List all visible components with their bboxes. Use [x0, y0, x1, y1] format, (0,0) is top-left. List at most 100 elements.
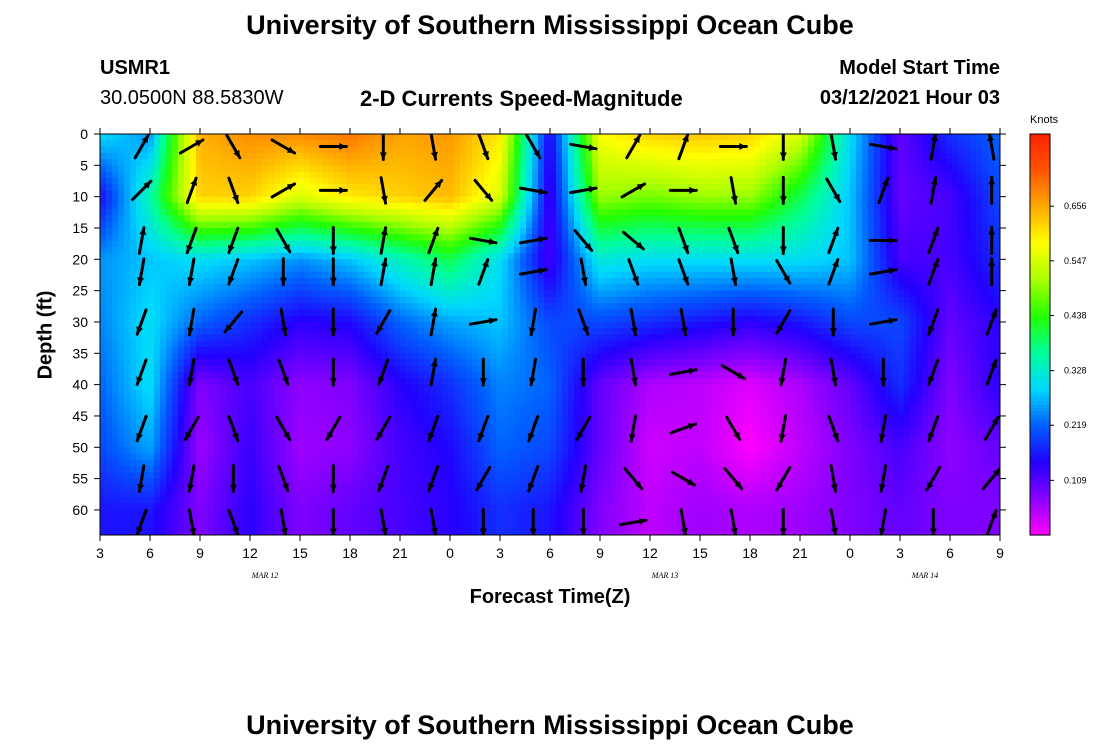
heatmap-cell [346, 284, 353, 292]
heatmap-cell [238, 253, 245, 260]
heatmap-cell [244, 140, 251, 148]
heatmap-cell [844, 271, 851, 279]
heatmap-cell [412, 315, 419, 323]
heatmap-cell [514, 171, 521, 179]
heatmap-cell [868, 221, 875, 229]
heatmap-cell [952, 284, 959, 292]
heatmap-cell [382, 290, 389, 298]
heatmap-cell [124, 296, 131, 304]
heatmap-cell [880, 165, 887, 173]
heatmap-cell [952, 296, 959, 304]
heatmap-cell [550, 202, 557, 210]
heatmap-cell [874, 309, 881, 317]
heatmap-cell [106, 253, 113, 260]
heatmap-cell [226, 334, 233, 342]
heatmap-cell [304, 253, 311, 260]
heatmap-cell [208, 146, 215, 154]
heatmap-cell [940, 209, 947, 217]
heatmap-cell [340, 265, 347, 273]
heatmap-cell [736, 202, 743, 210]
heatmap-cell [262, 240, 269, 248]
heatmap-cell [130, 215, 137, 223]
heatmap-cell [286, 340, 293, 348]
heatmap-cell [172, 290, 179, 298]
heatmap-cell [316, 184, 323, 191]
heatmap-cell [736, 265, 743, 273]
heatmap-cell [670, 234, 677, 242]
heatmap-cell [196, 234, 203, 242]
heatmap-cell [232, 340, 239, 348]
heatmap-cell [100, 246, 107, 254]
heatmap-cell [400, 265, 407, 273]
heatmap-cell [430, 328, 437, 336]
heatmap-cell [664, 152, 671, 160]
heatmap-cell [742, 165, 749, 173]
heatmap-cell [352, 253, 359, 260]
heatmap-cell [478, 265, 485, 273]
heatmap-cell [940, 159, 947, 166]
heatmap-cell [850, 165, 857, 173]
heatmap-cell [346, 259, 353, 267]
heatmap-cell [478, 165, 485, 173]
heatmap-cell [556, 234, 563, 242]
heatmap-cell [694, 290, 701, 298]
heatmap-cell [346, 196, 353, 204]
heatmap-cell [928, 134, 935, 141]
heatmap-cell [136, 152, 143, 160]
heatmap-cell [844, 215, 851, 223]
heatmap-cell [316, 152, 323, 160]
heatmap-cell [130, 290, 137, 298]
heatmap-cell [460, 165, 467, 173]
heatmap-cell [268, 215, 275, 223]
heatmap-cell [352, 278, 359, 285]
heatmap-cell [934, 196, 941, 204]
heatmap-cell [610, 265, 617, 273]
station-id: USMR1 [100, 57, 171, 79]
heatmap-cell [874, 146, 881, 154]
heatmap-cell [550, 134, 557, 141]
heatmap-cell [244, 202, 251, 210]
heatmap-cell [460, 152, 467, 160]
heatmap-cell [628, 315, 635, 323]
heatmap-cell [676, 328, 683, 336]
heatmap-cell [274, 202, 281, 210]
heatmap-cell [238, 134, 245, 141]
colorbar-unit-label: Knots [1030, 114, 1059, 126]
heatmap-cell [784, 215, 791, 223]
heatmap-cell [298, 146, 305, 154]
heatmap-cell [688, 184, 695, 191]
heatmap-cell [940, 296, 947, 304]
heatmap-cell [796, 321, 803, 329]
heatmap-cell [478, 334, 485, 342]
heatmap-cell [634, 334, 641, 342]
heatmap-cell [394, 328, 401, 336]
heatmap-cell [664, 215, 671, 223]
heatmap-cell [940, 152, 947, 160]
heatmap-cell [628, 202, 635, 210]
heatmap-cell [748, 328, 755, 336]
heatmap-cell [394, 184, 401, 191]
heatmap-cell [472, 190, 479, 198]
heatmap-cell [130, 152, 137, 160]
heatmap-cell [436, 271, 443, 279]
heatmap-cell [658, 184, 665, 191]
heatmap-cell [754, 328, 761, 336]
heatmap-cell [166, 234, 173, 242]
heatmap-cell [334, 146, 341, 154]
heatmap-cell [364, 202, 371, 210]
heatmap-cell [808, 202, 815, 210]
heatmap-cell [214, 152, 221, 160]
heatmap-cell [220, 177, 227, 185]
heatmap-cell [778, 165, 785, 173]
heatmap-cell [694, 209, 701, 217]
heatmap-cell [610, 202, 617, 210]
heatmap-cell [562, 240, 569, 248]
heatmap-cell [790, 309, 797, 317]
heatmap-cell [484, 246, 491, 254]
heatmap-cell [916, 315, 923, 323]
heatmap-cell [454, 303, 461, 311]
heatmap-cell [418, 140, 425, 148]
heatmap-cell [688, 315, 695, 323]
heatmap-cell [646, 296, 653, 304]
heatmap-cell [766, 315, 773, 323]
